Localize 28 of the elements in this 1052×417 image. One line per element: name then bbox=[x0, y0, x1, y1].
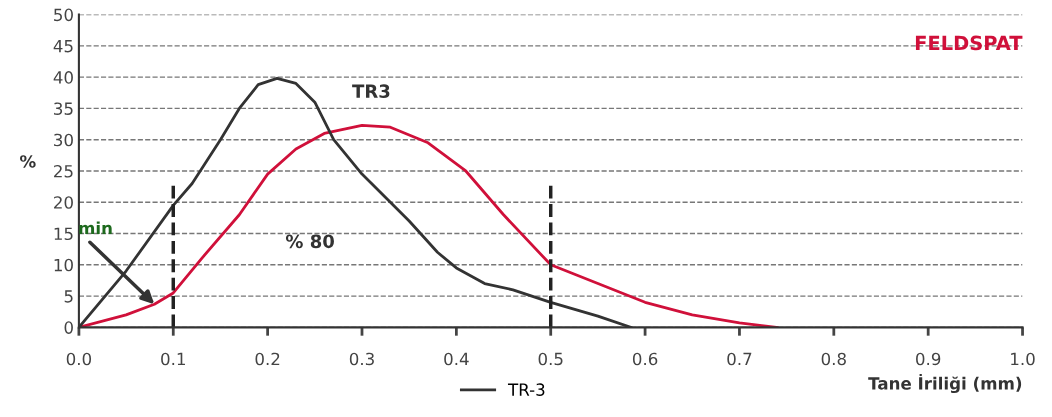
x-tick-label: 0.0 bbox=[66, 352, 92, 366]
y-tick-label: 15 bbox=[54, 227, 73, 241]
y-axis-title: % bbox=[20, 155, 36, 168]
x-tick-label: 0.5 bbox=[538, 352, 563, 366]
x-axis-title: Tane İriliği (mm) bbox=[868, 374, 1022, 394]
y-tick-label: 30 bbox=[54, 133, 73, 147]
y-tick-label: 50 bbox=[54, 8, 73, 22]
y-tick-label: 40 bbox=[53, 71, 73, 84]
x-tick-label: 0.7 bbox=[727, 352, 752, 366]
annotation: TR3 bbox=[352, 84, 390, 99]
x-tick-label: 0.9 bbox=[916, 352, 941, 366]
y-tick-label: 0 bbox=[64, 321, 73, 334]
x-tick-label: 0.8 bbox=[821, 352, 846, 366]
annotation: % 80 bbox=[285, 234, 334, 249]
y-tick-label: 35 bbox=[54, 102, 73, 115]
x-tick-label: 0.2 bbox=[255, 352, 280, 366]
y-tick-label: 45 bbox=[53, 40, 73, 53]
y-tick-label: 25 bbox=[54, 164, 73, 178]
x-tick-label: 0.3 bbox=[349, 352, 374, 366]
x-tick-label: 0.4 bbox=[444, 352, 469, 366]
x-tick-label: 0.1 bbox=[161, 352, 185, 366]
y-tick-label: 10 bbox=[54, 258, 73, 272]
legend-label: TR-3 bbox=[507, 383, 545, 396]
x-tick-label: 0.6 bbox=[632, 352, 658, 366]
x-tick-label: 1.0 bbox=[1011, 352, 1035, 366]
y-tick-label: 20 bbox=[54, 196, 73, 209]
text: FELDSPAT bbox=[915, 35, 1023, 51]
y-tick-label: 5 bbox=[64, 290, 73, 303]
